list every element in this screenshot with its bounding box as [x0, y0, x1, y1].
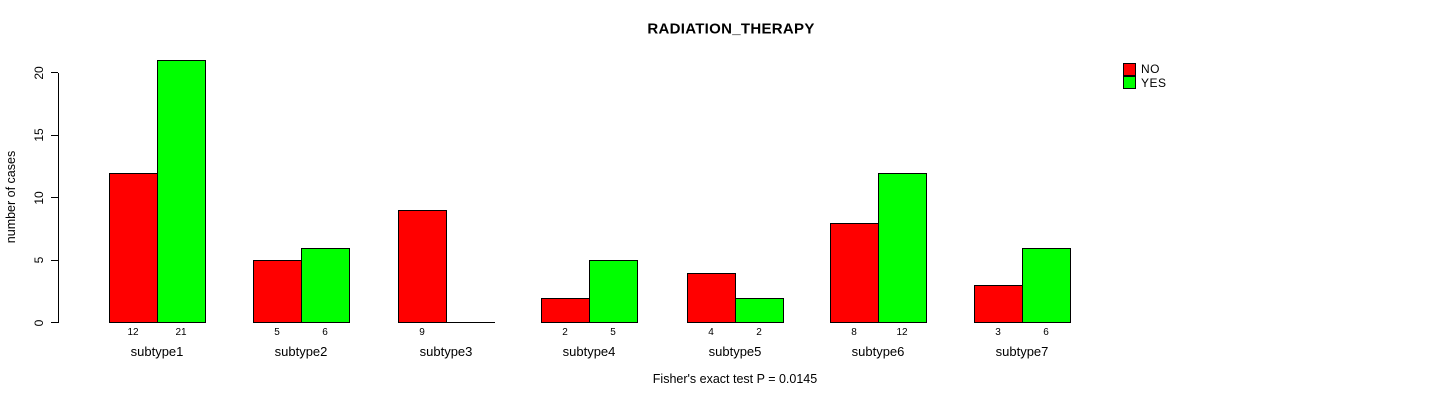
x-category-label-subtype5: subtype5: [708, 344, 762, 359]
legend-label-no: NO: [1141, 62, 1160, 76]
legend-label-yes: YES: [1141, 75, 1167, 90]
bar-subtype1-yes: [157, 60, 206, 323]
bar-subtype6-yes: [878, 172, 927, 323]
legend: NO YES: [1123, 62, 1167, 90]
bar-value-label-subtype6-yes: 12: [896, 327, 908, 338]
bar-subtype4-no: [541, 297, 590, 323]
bar-value-label-subtype4-no: 2: [562, 327, 568, 338]
bar-value-label-subtype1-no: 12: [127, 327, 139, 338]
x-category-label-subtype2: subtype2: [274, 344, 328, 359]
y-axis-line: [58, 72, 59, 323]
bar-subtype2-no: [253, 260, 302, 323]
bar-subtype3-yes: [446, 322, 495, 323]
bar-value-label-subtype2-no: 5: [274, 327, 280, 338]
y-axis-title: number of cases: [4, 150, 18, 244]
y-tick-label-5: 5: [32, 256, 46, 264]
legend-swatch-yes-icon: [1123, 76, 1136, 89]
x-category-label-subtype6: subtype6: [851, 344, 905, 359]
y-tick-label-20: 20: [32, 65, 46, 80]
bar-value-label-subtype3-no: 9: [419, 327, 425, 338]
bar-value-label-subtype5-no: 4: [708, 327, 714, 338]
y-tick-label-10: 10: [32, 190, 46, 205]
y-tick-20: [51, 72, 58, 73]
x-category-label-subtype1: subtype1: [130, 344, 184, 359]
fisher-test-annotation: Fisher's exact test P = 0.0145: [652, 372, 818, 386]
bar-subtype6-no: [830, 222, 879, 323]
bar-subtype4-yes: [589, 260, 638, 323]
legend-swatch-no-icon: [1123, 62, 1136, 76]
bar-value-label-subtype5-yes: 2: [756, 327, 762, 338]
bar-value-label-subtype2-yes: 6: [322, 327, 328, 338]
x-category-label-subtype7: subtype7: [995, 344, 1049, 359]
bar-subtype1-no: [109, 172, 158, 323]
bar-value-label-subtype7-yes: 6: [1043, 327, 1049, 338]
y-tick-label-0: 0: [32, 319, 46, 326]
bar-value-label-subtype1-yes: 21: [175, 327, 187, 338]
legend-entry-yes: YES: [1123, 75, 1167, 90]
bar-subtype3-no: [398, 210, 447, 323]
x-category-label-subtype4: subtype4: [562, 344, 616, 359]
legend-entry-no: NO: [1123, 62, 1167, 76]
bar-subtype7-no: [974, 285, 1023, 323]
bar-subtype5-no: [687, 272, 736, 323]
bar-value-label-subtype6-no: 8: [851, 327, 857, 338]
bar-subtype2-yes: [301, 247, 350, 323]
bar-value-label-subtype7-no: 3: [995, 327, 1001, 338]
bar-value-label-subtype4-yes: 5: [610, 327, 616, 338]
bar-subtype7-yes: [1022, 247, 1071, 323]
y-tick-5: [51, 259, 58, 261]
chart-title: RADIATION_THERAPY: [647, 20, 815, 38]
y-tick-10: [51, 197, 58, 198]
y-tick-label-15: 15: [32, 128, 46, 142]
y-tick-15: [51, 134, 58, 136]
bar-subtype5-yes: [735, 297, 784, 323]
x-category-label-subtype3: subtype3: [419, 344, 473, 359]
y-tick-0: [51, 322, 58, 323]
